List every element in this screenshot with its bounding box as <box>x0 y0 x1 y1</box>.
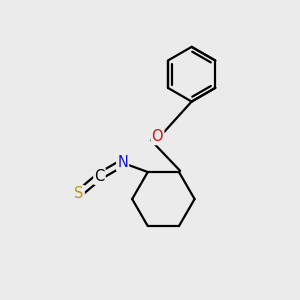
Text: C: C <box>94 169 105 184</box>
Text: S: S <box>74 186 84 201</box>
Text: O: O <box>152 129 163 144</box>
Text: N: N <box>117 155 128 170</box>
